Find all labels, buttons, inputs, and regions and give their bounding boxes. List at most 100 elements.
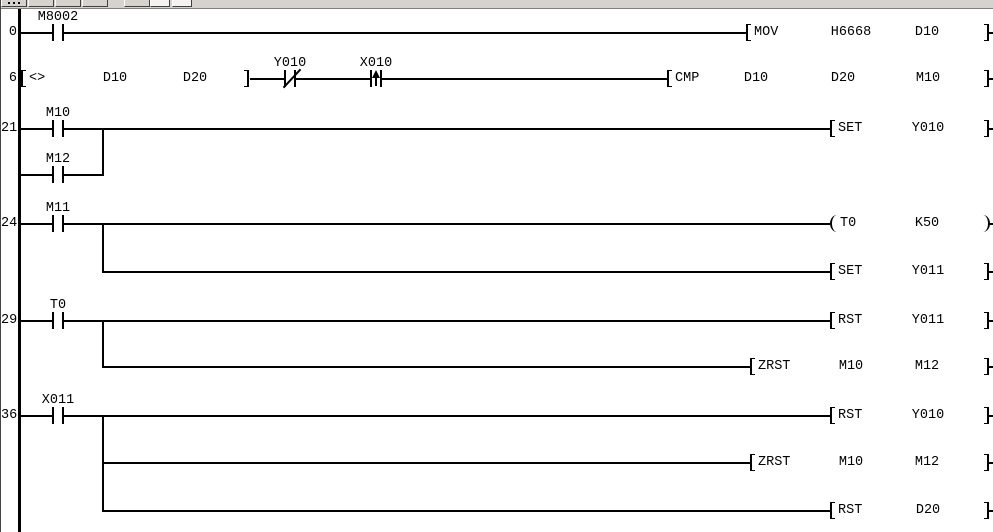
- wire-v: [102, 223, 104, 273]
- instruction-set[interactable]: SET: [838, 264, 863, 279]
- instruction-open-bracket: [667, 70, 672, 87]
- operand[interactable]: Y010: [911, 408, 945, 423]
- instruction-close-bracket: [984, 454, 989, 471]
- operand[interactable]: M10: [838, 359, 864, 374]
- instruction-rst[interactable]: RST: [838, 503, 863, 518]
- wire-h: [989, 320, 993, 322]
- instruction-close-bracket: [984, 263, 989, 280]
- compare-operator[interactable]: <>: [29, 71, 46, 86]
- instruction-set[interactable]: SET: [838, 121, 863, 136]
- instruction-rst[interactable]: RST: [838, 313, 863, 328]
- contact-m12[interactable]: [52, 166, 64, 183]
- instruction-zrst[interactable]: ZRST: [758, 455, 791, 470]
- toolbar-button[interactable]: [172, 0, 192, 7]
- operand[interactable]: D10: [102, 71, 128, 86]
- wire-h: [989, 78, 993, 80]
- wire-h: [21, 223, 830, 225]
- wire-h: [989, 415, 993, 417]
- operand[interactable]: M12: [914, 455, 940, 470]
- toolbar-button[interactable]: [150, 0, 170, 7]
- wire-h: [102, 271, 830, 273]
- instruction-close-bracket: [984, 358, 989, 375]
- wire-h: [21, 415, 830, 417]
- instruction-close-bracket: [984, 312, 989, 329]
- operand[interactable]: D20: [182, 71, 208, 86]
- toolbar-button[interactable]: [55, 0, 81, 7]
- contact-label: X011: [41, 393, 75, 408]
- contact-label: M8002: [37, 10, 79, 25]
- contact-t0[interactable]: [52, 312, 64, 329]
- operand[interactable]: Y010: [911, 121, 945, 136]
- instruction-timer-t0[interactable]: T0: [840, 216, 857, 231]
- toolbar-button[interactable]: [82, 0, 108, 7]
- contact-label: T0: [49, 298, 67, 313]
- wire-h: [250, 78, 667, 80]
- instruction-close-bracket: [984, 120, 989, 137]
- contact-y010-nc[interactable]: [282, 68, 302, 89]
- contact-m11[interactable]: [52, 215, 64, 232]
- instruction-mov[interactable]: MOV: [754, 25, 779, 40]
- wire-h: [102, 510, 830, 512]
- ellipsis-icon: [8, 2, 10, 4]
- rising-edge-stem: [375, 78, 377, 86]
- operand[interactable]: Y011: [911, 264, 945, 279]
- operand[interactable]: K50: [914, 216, 940, 231]
- instruction-open-bracket: [830, 120, 835, 137]
- operand[interactable]: Y011: [911, 313, 945, 328]
- instruction-zrst[interactable]: ZRST: [758, 359, 791, 374]
- contact-x011[interactable]: [52, 407, 64, 424]
- instruction-open-bracket: [830, 312, 835, 329]
- toolbar-button[interactable]: [1, 0, 27, 7]
- step-number: 0: [8, 25, 17, 40]
- contact-m10[interactable]: [52, 120, 64, 137]
- instruction-close-bracket: [984, 502, 989, 519]
- instruction-cmp[interactable]: CMP: [675, 71, 700, 86]
- contact-label: X010: [359, 56, 393, 71]
- wire-h: [989, 510, 993, 512]
- toolbar: [0, 0, 993, 9]
- compare-close-bracket: [244, 70, 249, 87]
- wire-h: [989, 128, 993, 130]
- contact-label: M10: [45, 106, 71, 121]
- step-number: 29: [1, 313, 18, 328]
- operand[interactable]: M10: [915, 71, 941, 86]
- operand[interactable]: D20: [915, 503, 941, 518]
- instruction-open-bracket: [830, 502, 835, 519]
- step-number: 36: [1, 408, 18, 423]
- instruction-close-bracket: [984, 24, 989, 41]
- toolbar-button[interactable]: [124, 0, 150, 7]
- wire-h: [989, 32, 993, 34]
- wire-h: [989, 462, 993, 464]
- left-power-rail: [18, 9, 21, 532]
- wire-h: [21, 128, 830, 130]
- wire-h: [102, 462, 750, 464]
- instruction-open-bracket: [746, 24, 751, 41]
- compare-open-bracket: [21, 70, 26, 87]
- operand[interactable]: D10: [914, 25, 940, 40]
- wire-v: [102, 128, 104, 176]
- wire-h: [21, 320, 830, 322]
- wire-h: [102, 366, 750, 368]
- contact-label: M12: [45, 152, 71, 167]
- operand[interactable]: D20: [830, 71, 856, 86]
- window-left-border: [0, 0, 1, 532]
- wire-h: [989, 223, 993, 225]
- instruction-open-bracket: [750, 358, 755, 375]
- operand[interactable]: H6668: [830, 25, 872, 40]
- instruction-open-bracket: [750, 454, 755, 471]
- wire-h: [989, 366, 993, 368]
- operand[interactable]: M10: [838, 455, 864, 470]
- instruction-rst[interactable]: RST: [838, 408, 863, 423]
- wire-h: [989, 271, 993, 273]
- operand[interactable]: M12: [914, 359, 940, 374]
- contact-x010-pulse[interactable]: [370, 70, 382, 87]
- instruction-close-bracket: [984, 407, 989, 424]
- instruction-close-bracket: [984, 70, 989, 87]
- contact-label: Y010: [273, 56, 307, 71]
- toolbar-button[interactable]: [28, 0, 54, 7]
- contact-label: M11: [45, 201, 71, 216]
- instruction-open-bracket: [830, 407, 835, 424]
- contact-m8002[interactable]: [52, 24, 64, 41]
- operand[interactable]: D10: [743, 71, 769, 86]
